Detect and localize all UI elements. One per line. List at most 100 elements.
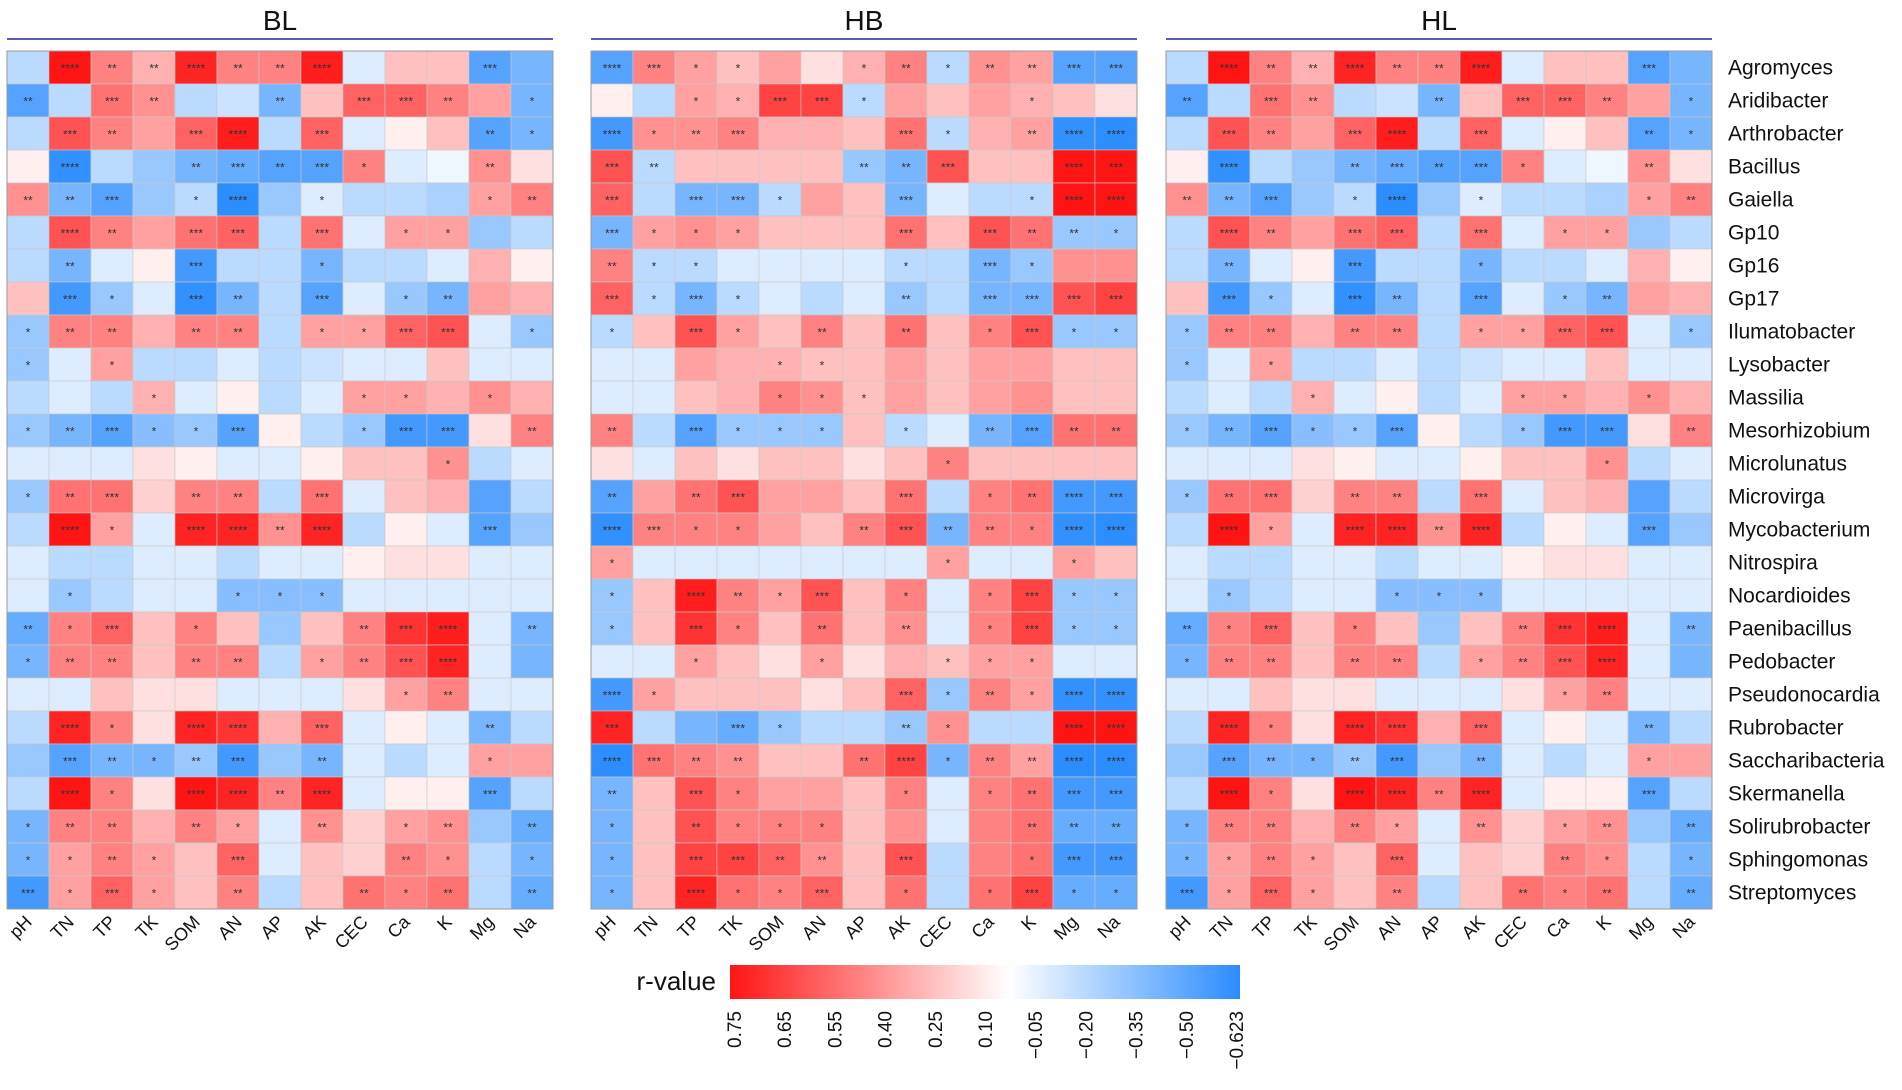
heatmap-cell [800,875,844,910]
column-label: Mg [1050,912,1082,944]
significance-stars: *** [189,128,203,142]
heatmap-cell [842,644,886,679]
heatmap-cell [1459,116,1503,151]
heatmap-cell [716,281,760,316]
significance-stars: *** [1516,95,1530,109]
column-label: Na [1668,911,1699,942]
significance-stars: * [404,887,409,901]
significance-stars: *** [605,194,619,208]
colorbar-tick-label: −0.623 [1227,1011,1248,1070]
colorbar: r-value 0.75 0.65 0.55 0.40 0.25 0.10 −0.05 −0.2… [637,965,1248,1070]
heatmap-cell [1501,413,1545,448]
significance-stars: *** [731,491,745,505]
heatmap-cell [884,677,928,712]
significance-stars: *** [731,128,745,142]
heatmap-cell [174,281,218,316]
significance-stars: *** [1474,722,1488,736]
heatmap-cell [1501,281,1545,316]
heatmap-cell [300,347,344,382]
heatmap-cell [716,545,760,580]
significance-stars: ** [817,854,827,868]
column-label: Na [1093,911,1124,942]
heatmap-cell [384,776,428,811]
significance-stars: * [988,491,993,505]
heatmap-cell [884,50,928,85]
heatmap-cell [842,215,886,250]
heatmap-cell [510,578,554,613]
heatmap-cell [426,149,470,184]
heatmap-cell [468,380,512,415]
significance-stars: * [152,392,157,406]
heatmap-cell [1333,116,1377,151]
significance-stars: *** [441,326,455,340]
significance-stars: * [736,293,741,307]
significance-stars: ** [1686,821,1696,835]
significance-stars: *** [1067,62,1081,76]
heatmap-cell [716,875,760,910]
significance-stars: ** [401,854,411,868]
heatmap-cell [258,413,302,448]
heatmap-cell [716,644,760,679]
significance-stars: ** [359,656,369,670]
heatmap-cell [1669,776,1713,811]
heatmap-cell [1501,215,1545,250]
heatmap-cell [632,347,676,382]
heatmap-cell [1417,875,1461,910]
heatmap-cell [1207,809,1251,844]
heatmap-cell [926,116,970,151]
heatmap-cell [48,611,92,646]
heatmap-cell [510,809,554,844]
heatmap-cell [1333,842,1377,877]
heatmap-cell [132,248,176,283]
significance-stars: **** [687,887,706,901]
heatmap-cell [1052,413,1096,448]
heatmap-cell [258,644,302,679]
significance-stars: * [652,689,657,703]
heatmap-cell [132,83,176,118]
heatmap-cell [132,281,176,316]
heatmap-cell [174,842,218,877]
significance-stars: **** [187,788,206,802]
heatmap-cell [342,182,386,217]
significance-stars: ** [985,689,995,703]
heatmap-cell [1094,314,1138,349]
heatmap-cell [1585,116,1629,151]
heatmap-cell [884,248,928,283]
heatmap-cell [468,149,512,184]
heatmap-cell [384,347,428,382]
significance-stars: **** [1107,128,1126,142]
heatmap-cell [968,842,1012,877]
heatmap-cell [632,809,676,844]
heatmap-cell [1543,776,1587,811]
significance-stars: ** [107,854,117,868]
heatmap-cell [1207,776,1251,811]
heatmap-cell [1417,677,1461,712]
heatmap-cell [1669,380,1713,415]
significance-stars: * [488,194,493,208]
heatmap-cell [384,512,428,547]
significance-stars: ** [1182,95,1192,109]
significance-stars: * [404,821,409,835]
heatmap-cell [674,248,718,283]
significance-stars: * [1521,425,1526,439]
significance-stars: * [778,590,783,604]
heatmap-cell [1010,182,1054,217]
significance-stars: * [610,623,615,637]
heatmap-cell [216,248,260,283]
heatmap-cell [1627,314,1671,349]
significance-stars: * [236,821,241,835]
heatmap-cell [1010,776,1054,811]
row-label: Nitrospira [1728,552,1818,575]
significance-stars: **** [897,755,916,769]
heatmap-cell [1249,380,1293,415]
heatmap-cell [216,776,260,811]
heatmap-cell [6,116,50,151]
column-label: K [433,912,456,935]
heatmap-cell [1165,842,1209,877]
significance-stars: *** [1067,854,1081,868]
heatmap-cell [468,611,512,646]
significance-stars: **** [61,161,80,175]
heatmap-cell [1501,842,1545,877]
heatmap-cell [1375,512,1419,547]
heatmap-cell [632,545,676,580]
